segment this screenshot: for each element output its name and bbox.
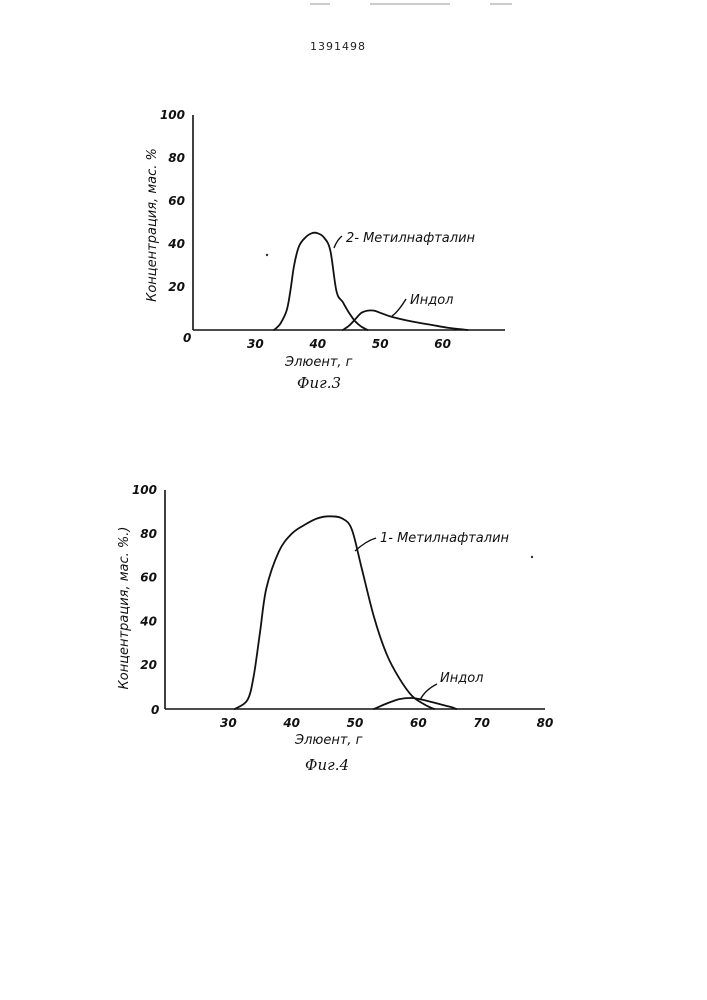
series-leader-methylnaphthalene bbox=[334, 236, 342, 248]
series-label-indole: Индол bbox=[440, 671, 483, 686]
y-axis-label: Концентрация, мас. %.) bbox=[117, 527, 132, 690]
figure-4-chart: 20 40 60 80 100 30 40 50 60 70 80 0 1- Метилнафта… bbox=[117, 483, 553, 774]
x-tick-label: 60 bbox=[410, 716, 427, 730]
y-tick-label: 100 bbox=[132, 483, 157, 497]
speck bbox=[266, 254, 268, 256]
y-tick-label: 20 bbox=[140, 658, 157, 672]
y-tick-labels: 20 40 60 80 100 bbox=[132, 483, 157, 672]
x-tick-label: 40 bbox=[282, 716, 300, 730]
series-leader-methylnaphthalene bbox=[355, 538, 376, 551]
y-axis-label: Концентрация, мас. % bbox=[145, 148, 160, 302]
y-tick-label: 40 bbox=[167, 237, 185, 251]
x-tick-label: 50 bbox=[372, 337, 389, 351]
series-line-methylnaphthalene bbox=[274, 233, 368, 330]
origin-label: 0 bbox=[183, 331, 191, 345]
x-tick-labels: 30 40 50 60 bbox=[247, 337, 451, 351]
y-tick-label: 80 bbox=[140, 527, 157, 541]
x-tick-label: 40 bbox=[308, 337, 326, 351]
series-leader-indole bbox=[420, 684, 437, 700]
x-axis-label: Элюент, г bbox=[284, 355, 353, 370]
figure-caption: Фиг.3 bbox=[297, 374, 341, 392]
series-label-methylnaphthalene: 2- Метилнафталин bbox=[346, 231, 476, 246]
origin-label: 0 bbox=[151, 703, 159, 717]
x-tick-labels: 30 40 50 60 70 80 bbox=[220, 716, 553, 730]
y-tick-label: 60 bbox=[168, 194, 185, 208]
series-label-indole: Индол bbox=[410, 293, 453, 308]
y-tick-label: 20 bbox=[168, 280, 185, 294]
x-tick-label: 30 bbox=[220, 716, 237, 730]
x-tick-label: 80 bbox=[537, 716, 554, 730]
x-tick-label: 30 bbox=[247, 337, 264, 351]
x-tick-label: 70 bbox=[473, 716, 490, 730]
x-tick-label: 50 bbox=[347, 716, 364, 730]
figure-3-chart: 20406080100 30405060 0 2- Метилнафталин … bbox=[145, 108, 505, 392]
y-tick-label: 40 bbox=[139, 614, 157, 628]
speck bbox=[531, 556, 533, 558]
y-tick-label: 80 bbox=[168, 151, 185, 165]
x-tick-label: 60 bbox=[434, 337, 451, 351]
series-label-methylnaphthalene: 1- Метилнафталин bbox=[380, 531, 510, 546]
series-leader-indole bbox=[392, 299, 406, 316]
y-tick-label: 60 bbox=[140, 571, 157, 585]
page-canvas: 1391498 20 40 60 80 100 30 40 50 60 0 2- Метилн… bbox=[0, 0, 707, 1000]
y-tick-label: 100 bbox=[160, 108, 185, 122]
x-axis-label: Элюент, г bbox=[294, 733, 363, 748]
figure-caption: Фиг.4 bbox=[305, 756, 349, 774]
y-tick-labels: 20 40 60 80 100 bbox=[160, 108, 185, 294]
document-number: 1391498 bbox=[310, 40, 366, 53]
series-curves bbox=[274, 233, 468, 330]
